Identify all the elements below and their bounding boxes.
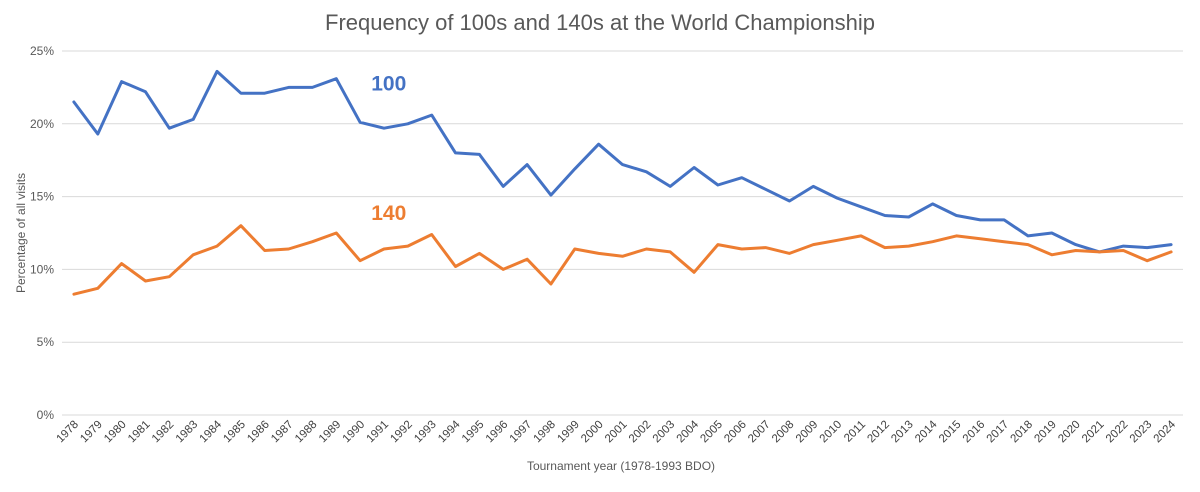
y-tick-label: 20% bbox=[30, 117, 54, 131]
x-tick-label: 1986 bbox=[245, 419, 272, 446]
x-tick-label: 1984 bbox=[198, 418, 225, 445]
x-tick-label: 2012 bbox=[865, 419, 892, 446]
series-labels: 100 140 bbox=[371, 72, 406, 225]
x-tick-label: 2022 bbox=[1104, 419, 1131, 446]
x-tick-label: 2004 bbox=[675, 418, 702, 445]
x-tick-label: 1994 bbox=[436, 418, 463, 445]
gridlines bbox=[62, 50, 1183, 416]
x-tick-label: 1980 bbox=[102, 419, 129, 446]
x-tick-label: 1995 bbox=[460, 419, 487, 446]
x-axis-title: Tournament year (1978-1993 BDO) bbox=[527, 459, 715, 473]
x-tick-label: 1999 bbox=[555, 419, 582, 446]
x-tick-label: 2003 bbox=[651, 419, 678, 446]
x-tick-label: 2005 bbox=[698, 419, 725, 446]
x-tick-label: 1991 bbox=[365, 419, 392, 446]
x-tick-label: 1998 bbox=[531, 419, 558, 446]
series-line-140 bbox=[72, 224, 1173, 296]
x-tick-label: 2008 bbox=[770, 419, 797, 446]
x-tick-label: 2001 bbox=[603, 419, 630, 446]
x-tick-label: 1985 bbox=[221, 419, 248, 446]
y-axis-title: Percentage of all visits bbox=[14, 173, 28, 293]
x-tick-label: 2014 bbox=[913, 418, 940, 445]
x-axis-ticks: 1978197919801981198219831984198519861987… bbox=[54, 418, 1178, 445]
x-tick-label: 2007 bbox=[746, 419, 773, 446]
x-tick-label: 1992 bbox=[388, 419, 415, 446]
x-tick-label: 1982 bbox=[150, 419, 177, 446]
x-tick-label: 2015 bbox=[937, 419, 964, 446]
x-tick-label: 1993 bbox=[412, 419, 439, 446]
x-tick-label: 1983 bbox=[174, 419, 201, 446]
chart-title: Frequency of 100s and 140s at the World … bbox=[325, 10, 875, 35]
x-tick-label: 2023 bbox=[1128, 419, 1155, 446]
x-tick-label: 2006 bbox=[722, 419, 749, 446]
x-tick-label: 2017 bbox=[985, 419, 1012, 446]
y-tick-label: 0% bbox=[37, 408, 55, 422]
x-tick-label: 2013 bbox=[889, 419, 916, 446]
x-tick-label: 2000 bbox=[579, 419, 606, 446]
x-tick-label: 2020 bbox=[1056, 419, 1083, 446]
x-tick-label: 2021 bbox=[1080, 419, 1107, 446]
y-tick-label: 15% bbox=[30, 190, 54, 204]
series-label-100: 100 bbox=[371, 72, 406, 95]
x-tick-label: 1996 bbox=[484, 419, 511, 446]
x-tick-label: 2016 bbox=[961, 419, 988, 446]
y-tick-label: 25% bbox=[30, 44, 54, 58]
x-tick-label: 2018 bbox=[1009, 419, 1036, 446]
x-tick-label: 1981 bbox=[126, 419, 153, 446]
x-tick-label: 1988 bbox=[293, 419, 320, 446]
series-label-140: 140 bbox=[371, 202, 406, 225]
x-tick-label: 1990 bbox=[341, 419, 368, 446]
y-tick-label: 10% bbox=[30, 262, 54, 276]
x-tick-label: 2010 bbox=[818, 419, 845, 446]
x-tick-label: 2011 bbox=[842, 419, 868, 445]
x-tick-label: 2009 bbox=[794, 419, 821, 446]
x-tick-label: 1987 bbox=[269, 419, 296, 446]
y-axis-ticks: 0% 5% 10% 15% 20% 25% bbox=[30, 44, 54, 422]
x-tick-label: 2002 bbox=[627, 419, 654, 446]
x-tick-label: 2019 bbox=[1032, 419, 1059, 446]
series-line-100 bbox=[72, 69, 1173, 254]
y-tick-label: 5% bbox=[37, 335, 55, 349]
x-tick-label: 1978 bbox=[54, 419, 81, 446]
x-tick-label: 1989 bbox=[317, 419, 344, 446]
x-tick-label: 1997 bbox=[508, 419, 535, 446]
x-tick-label: 1979 bbox=[78, 419, 105, 446]
x-tick-label: 2024 bbox=[1152, 418, 1179, 445]
series-lines bbox=[72, 69, 1173, 296]
